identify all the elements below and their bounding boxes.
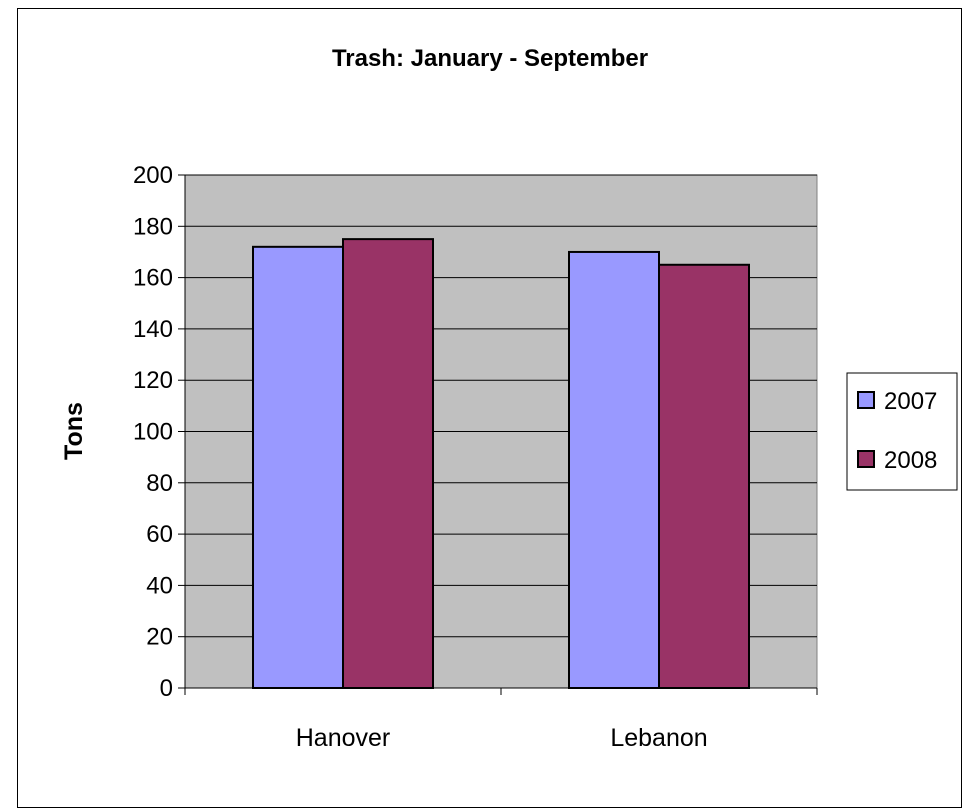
y-axis-label: Tons bbox=[60, 402, 88, 460]
y-tick-label: 200 bbox=[133, 162, 173, 189]
legend-label: 2008 bbox=[884, 447, 937, 474]
legend-label: 2007 bbox=[884, 388, 937, 415]
y-tick-label: 60 bbox=[146, 521, 173, 548]
y-tick-label: 80 bbox=[146, 470, 173, 497]
y-tick-label: 120 bbox=[133, 367, 173, 394]
y-tick-label: 180 bbox=[133, 213, 173, 240]
y-tick-label: 160 bbox=[133, 265, 173, 292]
y-tick-label: 100 bbox=[133, 419, 173, 446]
y-tick-label: 40 bbox=[146, 572, 173, 599]
legend-swatch-2008 bbox=[857, 450, 875, 468]
y-tick-labels: 0 20 40 60 80 100 120 140 160 180 200 bbox=[133, 162, 173, 702]
x-tick-labels: Hanover Lebanon bbox=[296, 724, 708, 752]
legend: 2007 2008 bbox=[846, 372, 958, 491]
y-tick-label: 0 bbox=[160, 675, 173, 702]
bar-2008-lebanon bbox=[658, 263, 750, 689]
bar-2007-lebanon bbox=[568, 250, 660, 689]
bar-2007-hanover bbox=[252, 245, 344, 689]
axes bbox=[178, 174, 818, 695]
y-tick-label: 140 bbox=[133, 316, 173, 343]
y-tick-label: 20 bbox=[146, 624, 173, 651]
x-tick-label: Lebanon bbox=[610, 724, 707, 752]
bar-2008-hanover bbox=[342, 238, 434, 689]
legend-swatch-2007 bbox=[857, 391, 875, 409]
chart-title: Trash: January - September bbox=[332, 45, 648, 72]
x-tick-label: Hanover bbox=[296, 724, 391, 752]
